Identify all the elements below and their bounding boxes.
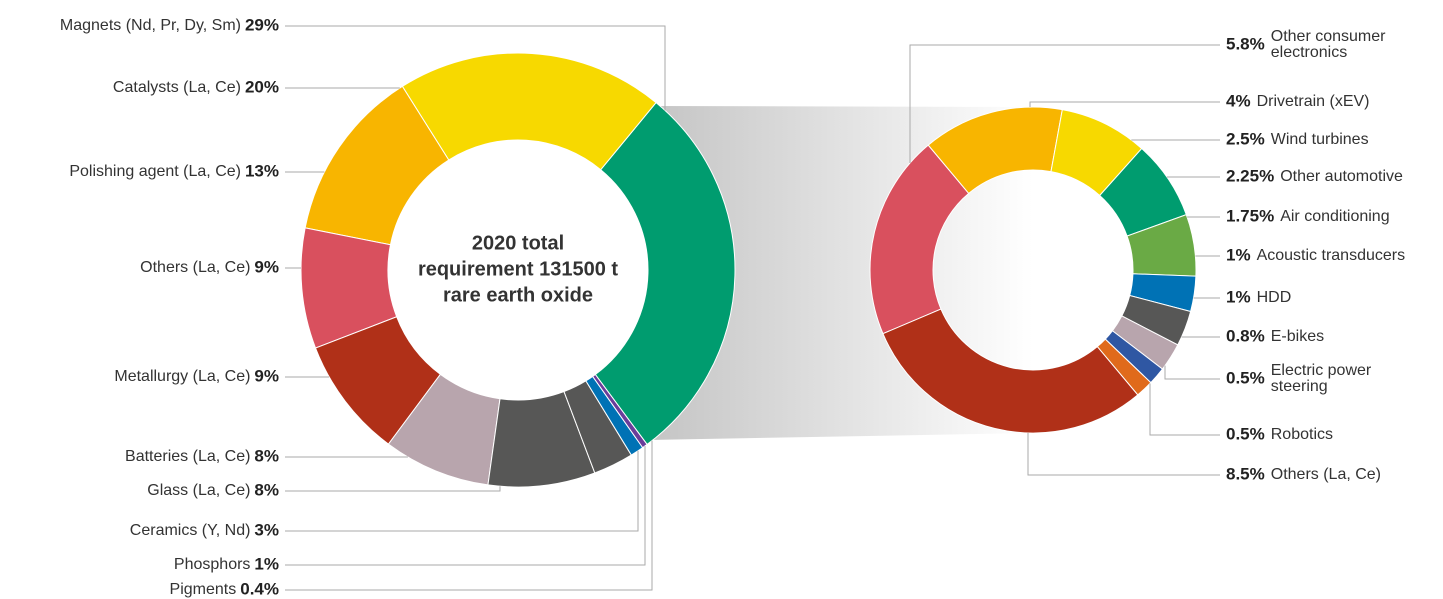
slice [300, 227, 398, 349]
category-label: Acoustic transducers [1257, 247, 1406, 264]
slice [304, 85, 450, 246]
leader-line [909, 44, 1220, 164]
value-label: 29% [245, 15, 279, 34]
slice [314, 316, 442, 445]
slice [387, 373, 501, 486]
category-label: Metallurgy (La, Ce) [114, 368, 250, 385]
value-label: 5.8% [1226, 34, 1265, 53]
value-label: 1.75% [1226, 206, 1274, 225]
category-label: E-bikes [1271, 328, 1324, 345]
leader-line [1029, 101, 1220, 108]
value-label: 13% [245, 161, 279, 180]
category-label: Others (La, Ce) [140, 259, 250, 276]
label-line: Other consumer [1271, 28, 1390, 45]
label-line: Electric power [1271, 362, 1376, 379]
center-label: 2020 total [472, 232, 564, 254]
leader-line [1027, 432, 1220, 476]
value-label: 0.5% [1226, 424, 1265, 443]
center-label: requirement 131500 t [418, 258, 618, 280]
slice [882, 308, 1139, 434]
slice [591, 373, 648, 449]
center-label: rare earth oxide [443, 284, 593, 306]
value-label: 0.8% [1226, 326, 1265, 345]
slice [487, 390, 596, 488]
category-label: Drivetrain (xEV) [1257, 93, 1370, 110]
leader-line [285, 445, 646, 566]
leader-line [285, 450, 639, 532]
value-label: 3% [254, 520, 279, 539]
category-label: Magnets (Nd, Pr, Dy, Sm) [60, 17, 241, 34]
category-label: Air conditioning [1280, 208, 1389, 225]
value-label: 1% [1226, 287, 1251, 306]
category-label: Polishing agent (La, Ce) [69, 163, 241, 180]
leader-line [285, 440, 653, 591]
category-label: Other consumer electronics [1271, 28, 1390, 61]
category-label: Catalysts (La, Ce) [113, 79, 241, 96]
category-label: HDD [1257, 289, 1292, 306]
value-label: 1% [1226, 245, 1251, 264]
value-label: 0.5% [1226, 368, 1265, 387]
leader-line [285, 486, 501, 492]
value-label: 2.5% [1226, 129, 1265, 148]
label-line: steering [1271, 378, 1328, 395]
leader-line [1149, 383, 1220, 436]
category-label: Electric power steering [1271, 362, 1376, 395]
value-label: 20% [245, 77, 279, 96]
category-label: Phosphors [174, 556, 251, 573]
category-label: Others (La, Ce) [1271, 466, 1381, 483]
category-label: Pigments [170, 581, 237, 598]
value-label: 1% [254, 554, 279, 573]
value-label: 9% [254, 366, 279, 385]
leader-line [285, 25, 666, 111]
value-label: 9% [254, 257, 279, 276]
value-label: 8% [254, 446, 279, 465]
value-label: 8.5% [1226, 464, 1265, 483]
category-label: Other automotive [1280, 168, 1403, 185]
category-label: Glass (La, Ce) [147, 482, 250, 499]
value-label: 4% [1226, 91, 1251, 110]
category-label: Robotics [1271, 426, 1333, 443]
category-label: Ceramics (Y, Nd) [130, 522, 251, 539]
category-label: Wind turbines [1271, 131, 1369, 148]
value-label: 0.4% [240, 579, 279, 598]
label-line: electronics [1271, 44, 1347, 61]
slice [594, 101, 736, 446]
slice [585, 375, 644, 456]
slice [563, 380, 633, 474]
value-label: 2.25% [1226, 166, 1274, 185]
leader-line [1164, 365, 1220, 380]
slice [401, 52, 657, 171]
category-label: Batteries (La, Ce) [125, 448, 250, 465]
value-label: 8% [254, 480, 279, 499]
